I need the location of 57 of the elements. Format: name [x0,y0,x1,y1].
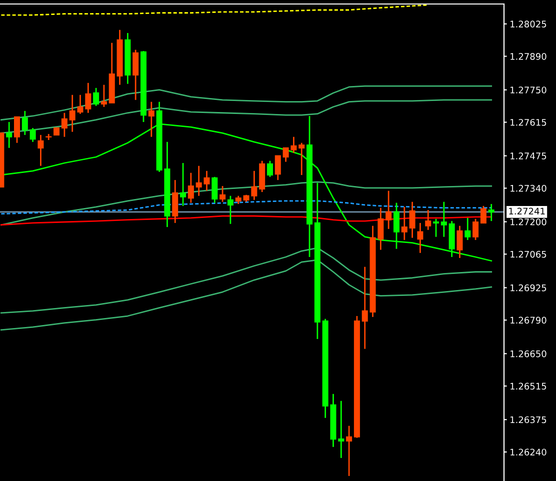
candlestick [425,209,432,231]
candlestick [386,190,392,230]
candlestick [346,425,352,477]
line-series [0,85,492,121]
y-tick-label: 1.27340 [510,184,546,192]
line-series [0,4,429,16]
y-tick-label: 1.26515 [510,382,546,390]
candlestick [417,222,424,254]
candlestick [148,101,154,138]
candlestick [6,121,12,149]
y-tick-label: 1.26240 [510,448,546,456]
y-tick-label: 1.26650 [510,350,546,358]
candlestick [132,49,139,101]
line-series [0,200,492,215]
candlestick [180,162,186,207]
candlestick [401,206,408,241]
candlestick [220,185,226,203]
candlestick [298,142,305,176]
y-tick-label: 1.27750 [510,86,546,94]
candlestick [440,201,447,238]
y-tick-label: 1.26790 [510,316,546,324]
candlestick [433,218,440,238]
candlestick [409,201,416,239]
candlestick [456,225,463,259]
line-series [0,247,492,314]
y-tick-label: 1.27890 [510,53,546,60]
y-tick-label: 1.27475 [510,152,546,160]
candlestick [480,205,486,224]
candlestick [362,266,368,350]
line-series [0,259,492,331]
candlestick [274,155,281,181]
candlestick [93,87,100,107]
y-tick-label: 1.27615 [510,118,546,126]
y-tick-label: 1.28025 [510,20,546,28]
candlestick [30,127,36,143]
candlestick [100,84,107,108]
candlestick [338,400,344,459]
y-tick-label: 1.26375 [510,416,546,424]
ref-line-label: 1.27241 [509,208,545,214]
candlestick [46,133,52,141]
y-tick-label: 1.26925 [510,284,546,292]
candlestick [188,172,194,204]
candlestick [172,179,178,224]
y-tick-label: 1.27065 [510,250,546,258]
line-series [0,181,492,226]
candlestick [488,203,494,222]
candlestick [22,110,28,136]
candlestick [14,116,20,144]
candlestick [464,217,471,241]
candlestick [393,202,400,250]
candlestick [38,134,44,167]
candlestick [472,218,479,241]
candlestick [61,112,68,138]
candlestick [212,176,218,204]
candlestick [227,195,234,225]
candlestick [266,160,273,178]
y-tick-label: 1.27200 [510,218,546,226]
